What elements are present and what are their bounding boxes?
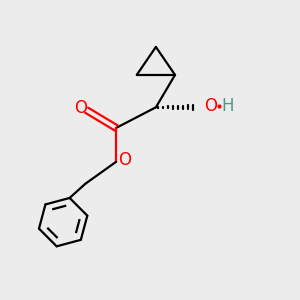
Text: O: O [74,99,87,117]
Text: O: O [118,151,131,169]
Text: H: H [221,97,234,115]
Text: O: O [205,97,218,115]
